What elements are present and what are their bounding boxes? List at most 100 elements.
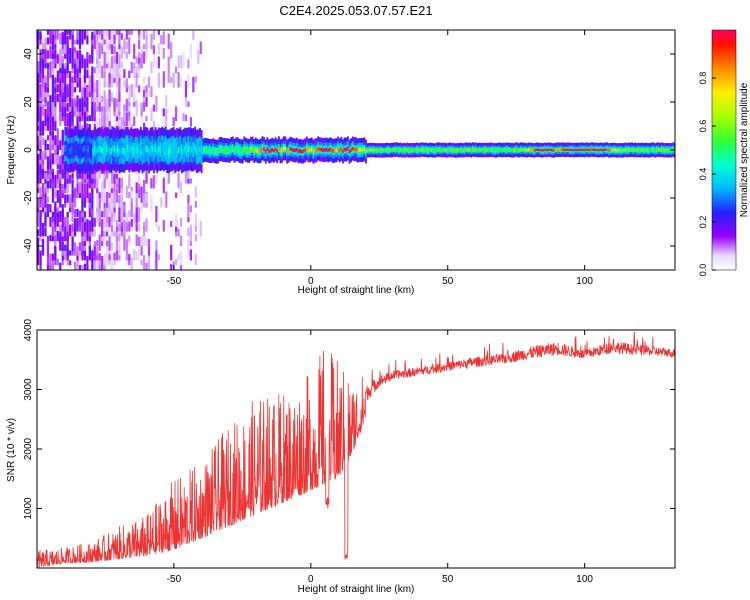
heatmap-cell bbox=[504, 149, 507, 152]
heatmap-cell bbox=[629, 148, 632, 151]
heatmap-cell bbox=[152, 52, 156, 69]
heatmap-cell bbox=[138, 207, 141, 222]
heatmap-cell bbox=[41, 61, 45, 78]
heatmap-cell bbox=[96, 203, 99, 213]
heatmap-cell bbox=[266, 147, 269, 152]
heatmap-cell bbox=[61, 90, 64, 98]
heatmap-cell bbox=[39, 209, 42, 218]
spectrogram-heatmap bbox=[37, 30, 675, 270]
heatmap-cell bbox=[61, 211, 64, 218]
heatmap-cell bbox=[61, 150, 64, 160]
heatmap-cell bbox=[98, 42, 101, 59]
heatmap-cell bbox=[251, 146, 254, 151]
heatmap-cell bbox=[88, 75, 91, 88]
heatmap-cell bbox=[162, 108, 165, 117]
y-tick-label: 0 bbox=[23, 147, 34, 153]
heatmap-cell bbox=[135, 216, 138, 222]
heatmap-cell bbox=[187, 227, 190, 237]
heatmap-cell bbox=[73, 218, 77, 232]
heatmap-cell bbox=[93, 34, 96, 50]
heatmap-cell bbox=[430, 148, 433, 152]
heatmap-cell bbox=[73, 66, 77, 83]
heatmap-cell bbox=[606, 148, 609, 151]
heatmap-cell bbox=[184, 114, 188, 122]
heatmap-cell bbox=[160, 35, 163, 45]
heatmap-cell bbox=[86, 86, 89, 98]
heatmap-cell bbox=[56, 190, 59, 203]
heatmap-cell bbox=[86, 52, 89, 69]
heatmap-cell bbox=[452, 148, 454, 152]
heatmap-cell bbox=[98, 206, 101, 218]
heatmap-cell bbox=[103, 111, 106, 126]
heatmap-cell bbox=[145, 169, 148, 184]
heatmap-cell bbox=[76, 33, 79, 40]
heatmap-cell bbox=[44, 124, 47, 131]
heatmap-cell bbox=[76, 208, 79, 218]
heatmap-cell bbox=[41, 205, 45, 213]
y-tick-label: 3000 bbox=[23, 378, 34, 401]
heatmap-cell bbox=[123, 204, 126, 213]
heatmap-cell bbox=[169, 147, 172, 154]
heatmap-cell bbox=[125, 78, 128, 88]
heatmap-cell bbox=[83, 263, 87, 270]
heatmap-cell bbox=[133, 43, 136, 59]
heatmap-cell bbox=[145, 115, 148, 122]
heatmap-cell bbox=[86, 69, 89, 78]
colorbar-tick-label: 0.4 bbox=[698, 168, 708, 181]
heatmap-cell bbox=[165, 95, 168, 107]
heatmap-cell bbox=[37, 154, 40, 170]
heatmap-cell bbox=[49, 171, 52, 189]
heatmap-cell bbox=[123, 80, 126, 88]
heatmap-cell bbox=[59, 82, 62, 98]
spectrogram-x-axis-label: Height of straight line (km) bbox=[298, 285, 415, 296]
heatmap-cell bbox=[269, 149, 272, 153]
heatmap-cell bbox=[93, 145, 96, 152]
heatmap-cell bbox=[59, 71, 62, 78]
heatmap-cell bbox=[110, 66, 114, 74]
heatmap-cell bbox=[81, 216, 84, 232]
heatmap-cell bbox=[138, 168, 141, 184]
heatmap-cell bbox=[61, 67, 64, 83]
heatmap-cell bbox=[486, 148, 489, 152]
heatmap-cell bbox=[44, 108, 47, 117]
heatmap-cell bbox=[550, 149, 553, 152]
heatmap-cell bbox=[312, 149, 315, 154]
heatmap-cell bbox=[470, 149, 472, 152]
heatmap-cell bbox=[37, 237, 40, 251]
heatmap-cell bbox=[411, 149, 413, 152]
heatmap-cell bbox=[98, 145, 101, 152]
heatmap-cell bbox=[98, 117, 101, 126]
heatmap-cell bbox=[552, 149, 555, 152]
heatmap-cell bbox=[194, 234, 197, 242]
heatmap-cell bbox=[56, 182, 59, 189]
heatmap-cell bbox=[289, 146, 292, 151]
heatmap-cell bbox=[64, 217, 67, 227]
heatmap-cell bbox=[54, 201, 57, 213]
heatmap-cell bbox=[66, 236, 69, 242]
heatmap-cell bbox=[49, 30, 52, 45]
heatmap-cell bbox=[108, 102, 111, 112]
x-tick-label: -50 bbox=[167, 574, 182, 585]
heatmap-cell bbox=[297, 149, 300, 154]
heatmap-cell bbox=[56, 149, 59, 155]
heatmap-cell bbox=[91, 106, 94, 117]
heatmap-cell bbox=[118, 30, 121, 35]
heatmap-cell bbox=[140, 31, 143, 40]
heatmap-cell bbox=[46, 156, 50, 170]
heatmap-cell bbox=[179, 217, 183, 227]
heatmap-cell bbox=[37, 248, 40, 266]
y-tick-label: 20 bbox=[23, 96, 34, 108]
heatmap-cell bbox=[113, 231, 116, 237]
heatmap-cell bbox=[64, 202, 67, 208]
heatmap-cell bbox=[96, 105, 99, 112]
heatmap-cell bbox=[108, 236, 111, 242]
heatmap-cell bbox=[483, 148, 486, 152]
heatmap-cell bbox=[128, 70, 131, 78]
heatmap-cell bbox=[121, 147, 124, 154]
heatmap-cell bbox=[86, 219, 89, 232]
heatmap-cell bbox=[150, 195, 153, 213]
heatmap-cell bbox=[560, 148, 563, 151]
heatmap-cell bbox=[181, 148, 183, 155]
heatmap-cell bbox=[69, 224, 72, 237]
heatmap-cell bbox=[91, 97, 94, 107]
